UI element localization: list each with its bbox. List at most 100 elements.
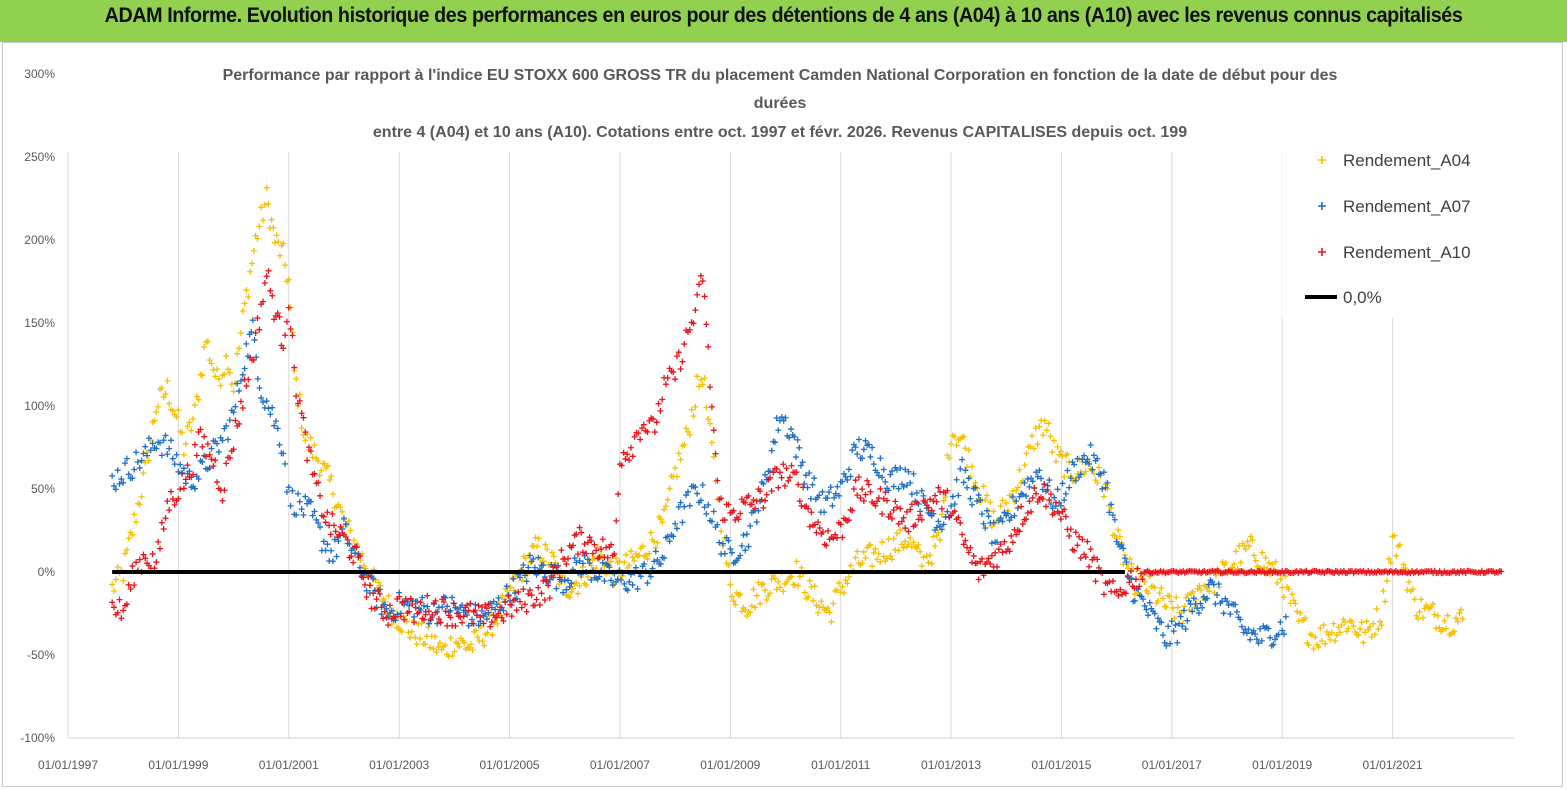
data-point: [342, 521, 349, 528]
data-point: [1252, 557, 1259, 564]
data-point: [193, 452, 200, 459]
data-point: [520, 586, 527, 593]
data-point: [1444, 612, 1451, 619]
data-point: [1071, 461, 1078, 468]
data-point: [637, 573, 644, 580]
data-point: [626, 562, 633, 569]
data-point: [888, 556, 895, 563]
data-point: [503, 583, 510, 590]
data-point: [378, 611, 385, 618]
data-point: [636, 552, 643, 559]
data-point: [681, 441, 688, 448]
data-point: [885, 487, 892, 494]
data-point: [644, 556, 651, 563]
data-point: [1297, 610, 1304, 617]
series-Rendement_A04: [109, 184, 1466, 660]
data-point: [568, 580, 575, 587]
data-point: [1322, 640, 1329, 647]
data-point: [742, 606, 749, 613]
data-point: [122, 460, 129, 467]
data-point: [1257, 625, 1264, 632]
data-point: [1121, 555, 1128, 562]
data-point: [651, 429, 658, 436]
data-point: [692, 403, 699, 410]
data-point: [397, 613, 404, 620]
data-point: [897, 505, 904, 512]
data-point: [315, 457, 322, 464]
data-point: [1145, 612, 1152, 619]
data-point: [672, 520, 679, 527]
data-point: [131, 582, 138, 589]
data-point: [795, 481, 802, 488]
data-point: [221, 487, 228, 494]
x-tick-label: 01/01/2019: [1252, 758, 1312, 772]
data-point: [763, 491, 770, 498]
data-point: [495, 594, 502, 601]
data-point: [331, 522, 338, 529]
data-point: [1413, 612, 1420, 619]
data-point: [1139, 576, 1146, 583]
data-point: [311, 470, 318, 477]
data-point: [510, 575, 517, 582]
data-point: [892, 498, 899, 505]
data-point: [356, 552, 363, 559]
data-point: [296, 397, 303, 404]
data-point: [388, 607, 395, 614]
data-point: [1109, 512, 1116, 519]
data-point: [608, 558, 615, 565]
data-point: [927, 552, 934, 559]
data-point: [877, 485, 884, 492]
data-point: [606, 564, 613, 571]
data-point: [771, 575, 778, 582]
data-point: [1393, 552, 1400, 559]
y-tick-label: -100%: [20, 731, 55, 745]
data-point: [232, 403, 239, 410]
data-point: [110, 604, 117, 611]
data-point: [1222, 559, 1229, 566]
chart-title-line: durées: [754, 95, 807, 112]
data-point: [1265, 625, 1272, 632]
data-point: [618, 577, 625, 584]
data-point: [745, 492, 752, 499]
data-point: [1091, 452, 1097, 459]
data-point: [920, 554, 927, 561]
data-point: [180, 451, 187, 458]
data-point: [478, 604, 485, 611]
data-point: [1061, 497, 1068, 504]
data-point: [1049, 505, 1056, 512]
data-point: [801, 589, 808, 596]
data-point: [862, 491, 869, 498]
data-point: [1021, 462, 1028, 469]
data-point: [888, 515, 895, 522]
data-point: [631, 433, 638, 440]
data-point: [283, 488, 290, 495]
data-point: [386, 602, 393, 609]
data-point: [274, 310, 281, 317]
data-point: [1260, 564, 1267, 571]
data-point: [833, 534, 840, 541]
data-point: [905, 468, 912, 475]
data-point: [558, 547, 565, 554]
data-point: [1416, 608, 1423, 615]
data-point: [757, 600, 764, 607]
data-point: [576, 524, 583, 531]
data-point: [376, 590, 383, 597]
data-point: [839, 583, 846, 590]
data-point: [1265, 559, 1272, 566]
data-point: [830, 600, 837, 607]
data-point: [1116, 533, 1123, 540]
data-point: [1166, 593, 1173, 600]
data-point: [1184, 617, 1191, 624]
data-point: [632, 564, 639, 571]
data-point: [245, 376, 252, 383]
data-point: [1141, 602, 1148, 609]
data-point: [513, 607, 520, 614]
data-point: [1406, 579, 1413, 586]
data-point: [584, 556, 591, 563]
data-point: [613, 517, 620, 524]
data-point: [905, 541, 912, 548]
data-point: [1106, 578, 1113, 585]
data-point: [902, 525, 909, 532]
data-point: [624, 451, 631, 458]
data-point: [293, 375, 300, 382]
